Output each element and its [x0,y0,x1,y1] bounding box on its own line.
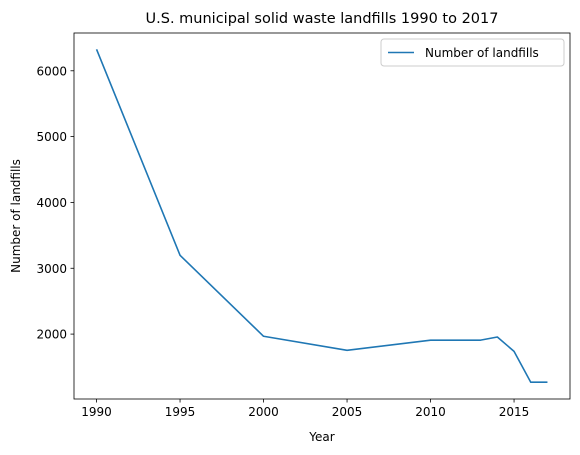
y-tick-label: 5000 [36,130,67,144]
y-axis: 2000 3000 4000 5000 6000 [36,64,74,342]
plot-frame [73,32,571,400]
x-axis-label: Year [308,430,334,444]
legend: Number of landfills [380,38,565,67]
series-lines [95,49,548,384]
x-tick-label: 2005 [332,405,363,419]
x-tick-label: 2015 [499,405,530,419]
y-tick-label: 2000 [36,328,67,342]
y-tick-label: 3000 [36,262,67,276]
y-tick-label: 4000 [36,196,67,210]
x-tick-label: 2010 [415,405,446,419]
x-tick-label: 1990 [81,405,112,419]
chart-title: U.S. municipal solid waste landfills 199… [146,11,499,27]
x-axis: 1990 1995 2000 2005 2010 2015 [81,399,529,419]
y-axis-label: Number of landfills [9,159,23,273]
x-tick-label: 1995 [165,405,196,419]
y-tick-label: 6000 [36,64,67,78]
plot-area [74,33,570,399]
series-line-number-of-landfills [95,49,548,384]
legend-entry-label: Number of landfills [425,46,539,60]
legend-box [380,38,565,67]
x-tick-label: 2000 [248,405,279,419]
